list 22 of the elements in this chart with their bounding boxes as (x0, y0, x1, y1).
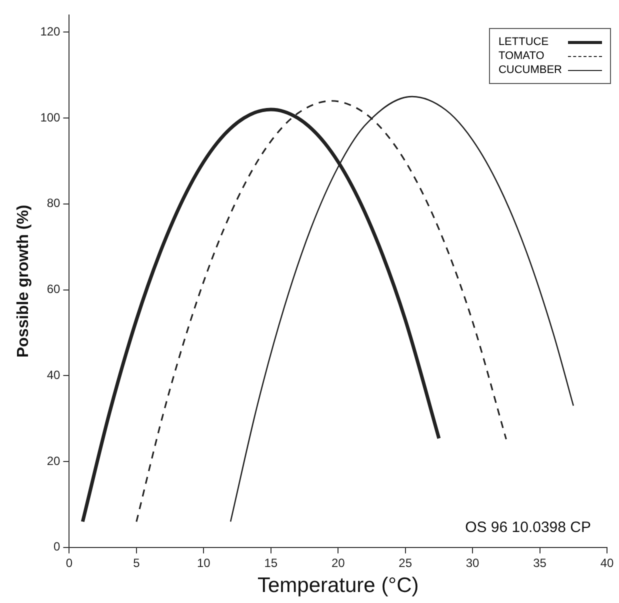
x-tick-label: 0 (66, 556, 73, 570)
legend-label: TOMATO (498, 50, 544, 62)
y-axis-title: Possible growth (%) (15, 204, 32, 358)
x-tick-label: 20 (331, 556, 346, 570)
y-tick-label: 0 (54, 540, 61, 554)
x-tick-label: 40 (600, 556, 614, 570)
x-axis-title: Temperature (°C) (257, 574, 419, 598)
x-tick-label: 25 (398, 556, 412, 570)
y-tick-label: 100 (40, 110, 61, 124)
legend-label: CUCUMBER (498, 64, 562, 76)
y-tick-label: 120 (40, 24, 61, 38)
annotation: OS 96 10.0398 CP (465, 519, 591, 536)
y-tick-label: 40 (46, 368, 61, 382)
y-tick-label: 80 (46, 196, 61, 210)
x-tick-label: 35 (533, 556, 547, 570)
x-tick-label: 15 (264, 556, 278, 570)
x-tick-label: 30 (466, 556, 480, 570)
y-tick-label: 60 (46, 282, 61, 296)
x-tick-label: 5 (133, 556, 140, 570)
x-tick-label: 10 (196, 556, 211, 570)
y-tick-label: 20 (46, 454, 61, 468)
legend-label: LETTUCE (498, 36, 549, 48)
